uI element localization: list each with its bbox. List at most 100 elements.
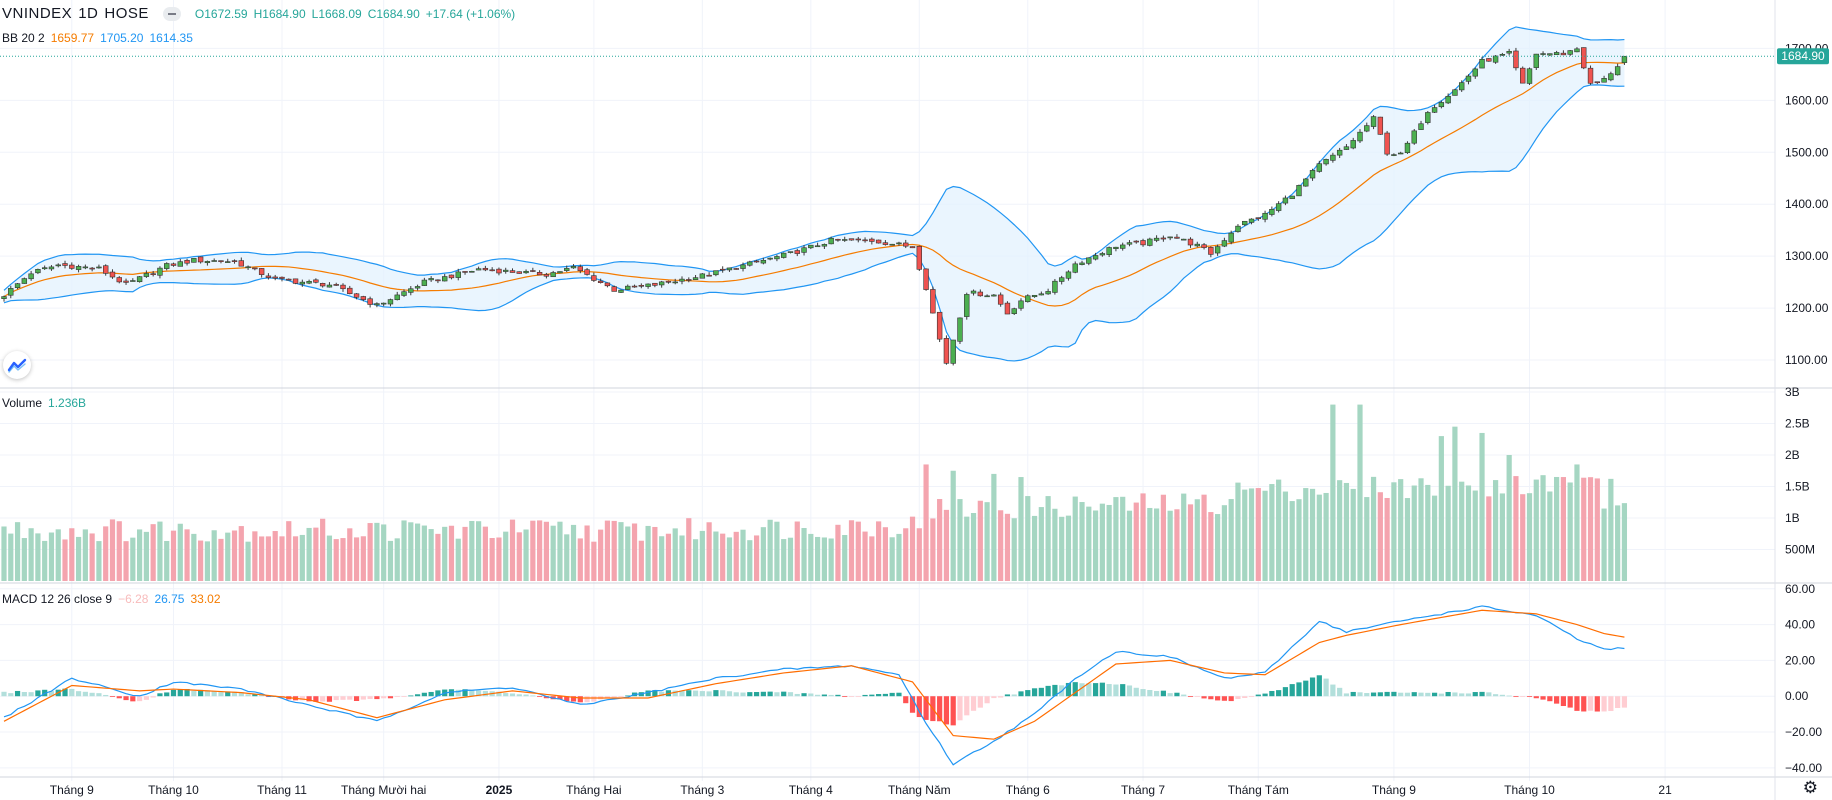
volume-bar bbox=[1316, 494, 1322, 581]
candle-body bbox=[774, 256, 780, 260]
macd-histogram-bar bbox=[469, 690, 475, 697]
volume-bar bbox=[1343, 482, 1350, 581]
volume-bar bbox=[164, 540, 170, 581]
candle-body bbox=[1, 296, 7, 299]
macd-histogram-bar bbox=[381, 696, 387, 699]
volume-bar bbox=[150, 524, 156, 581]
macd-histogram-bar bbox=[1465, 693, 1472, 697]
candle-body bbox=[353, 293, 360, 298]
volume-bar bbox=[625, 526, 631, 581]
axes: 1700.001600.001500.001400.001300.001200.… bbox=[50, 41, 1829, 797]
volume-bar bbox=[1364, 497, 1370, 581]
candle-body bbox=[1357, 131, 1363, 142]
volume-bar bbox=[747, 540, 753, 581]
macd-histogram-bar bbox=[1303, 680, 1309, 697]
macd-legend[interactable]: MACD 12 26 close 9 −6.28 26.75 33.02 bbox=[2, 592, 221, 606]
time-tick-label: Tháng 11 bbox=[257, 783, 307, 797]
macd-histogram-bar bbox=[937, 696, 943, 722]
volume-tick-label: 500M bbox=[1785, 543, 1815, 557]
volume-bar bbox=[347, 528, 353, 581]
candle-body bbox=[1391, 154, 1397, 156]
tradingview-logo-icon[interactable] bbox=[3, 351, 31, 379]
volume-bar bbox=[896, 533, 902, 581]
volume-bar bbox=[1113, 497, 1119, 581]
volume-bar bbox=[923, 464, 929, 581]
gear-icon[interactable]: ⚙ bbox=[1802, 778, 1818, 797]
candle-body bbox=[1533, 53, 1539, 68]
macd-histogram-bar bbox=[1567, 696, 1573, 708]
volume-bar bbox=[1282, 491, 1289, 581]
macd-histogram-bar bbox=[360, 696, 366, 700]
candle-body bbox=[258, 268, 265, 275]
candle-body bbox=[448, 274, 455, 279]
macd-histogram-bar bbox=[130, 696, 136, 702]
candle-body bbox=[1499, 53, 1506, 56]
volume-bar bbox=[231, 530, 238, 581]
volume-bar bbox=[686, 518, 692, 581]
candle-body bbox=[1045, 291, 1051, 295]
macd-histogram-bar bbox=[1608, 696, 1614, 712]
volume-bar bbox=[1025, 496, 1031, 581]
candle-body bbox=[1581, 47, 1587, 69]
candle-body bbox=[686, 279, 692, 281]
macd-histogram-bar bbox=[435, 690, 441, 697]
bb-legend[interactable]: BB 20 2 1659.77 1705.20 1614.35 bbox=[2, 31, 193, 45]
macd-histogram-bar bbox=[889, 692, 895, 697]
macd-histogram-bar bbox=[692, 690, 699, 697]
ohlc-change: +17.64 (+1.06%) bbox=[425, 6, 516, 21]
candle-body bbox=[299, 281, 306, 285]
candle-body bbox=[1065, 271, 1072, 279]
bb-basis-value: 1659.77 bbox=[50, 31, 95, 45]
macd-histogram-bar bbox=[211, 691, 217, 697]
volume-bar bbox=[394, 538, 400, 581]
candle-body bbox=[855, 238, 861, 241]
candle-body bbox=[1201, 244, 1207, 248]
macd-histogram-bar bbox=[1425, 692, 1431, 697]
candle-body bbox=[14, 283, 21, 289]
collapse-legend-button[interactable] bbox=[162, 6, 181, 21]
bb-upper-value: 1705.20 bbox=[100, 31, 144, 45]
volume-legend[interactable]: Volume 1.236B bbox=[2, 396, 86, 410]
macd-histogram-bar bbox=[984, 696, 990, 704]
volume-bar bbox=[753, 535, 760, 581]
macd-histogram-bar bbox=[1086, 683, 1092, 697]
macd-histogram-bar bbox=[964, 696, 970, 716]
macd-histogram-bar bbox=[1276, 690, 1282, 697]
candle-body bbox=[1167, 236, 1173, 239]
volume-bar bbox=[252, 531, 258, 581]
last-price-tag bbox=[1777, 48, 1829, 65]
volume-bar bbox=[1289, 501, 1295, 581]
volume-bar bbox=[1160, 494, 1166, 581]
volume-bar bbox=[821, 537, 827, 581]
volume-bar bbox=[428, 529, 434, 581]
symbol-name[interactable]: VNINDEX bbox=[2, 5, 73, 22]
ohlc-open: O1672.59 bbox=[194, 6, 248, 21]
candle-body bbox=[658, 281, 665, 286]
interval-label[interactable]: 1D bbox=[78, 5, 99, 22]
volume-bar bbox=[21, 538, 27, 581]
volume-bar bbox=[679, 535, 685, 581]
candle-body bbox=[1187, 238, 1194, 246]
volume-bar bbox=[1506, 455, 1512, 581]
candle-body bbox=[116, 277, 122, 283]
volume-bar bbox=[1242, 489, 1248, 581]
volume-bar bbox=[1594, 478, 1600, 581]
time-tick-label: 2025 bbox=[486, 783, 513, 797]
candle-body bbox=[747, 261, 753, 266]
candle-body bbox=[760, 259, 767, 264]
macd-histogram-bar bbox=[808, 693, 814, 697]
macd-histogram-bar bbox=[801, 693, 807, 697]
volume-bar bbox=[1601, 508, 1607, 581]
macd-histogram-bar bbox=[977, 696, 983, 708]
volume-bar bbox=[930, 518, 936, 581]
macd-histogram-bar bbox=[1092, 683, 1099, 697]
candle-body bbox=[1411, 130, 1417, 144]
volume-bar bbox=[1425, 484, 1431, 581]
macd-histogram-bar bbox=[204, 690, 210, 697]
candle-body bbox=[184, 260, 190, 264]
candle-body bbox=[1309, 170, 1316, 179]
macd-histogram-bar bbox=[557, 696, 563, 700]
volume-bar bbox=[937, 499, 943, 581]
